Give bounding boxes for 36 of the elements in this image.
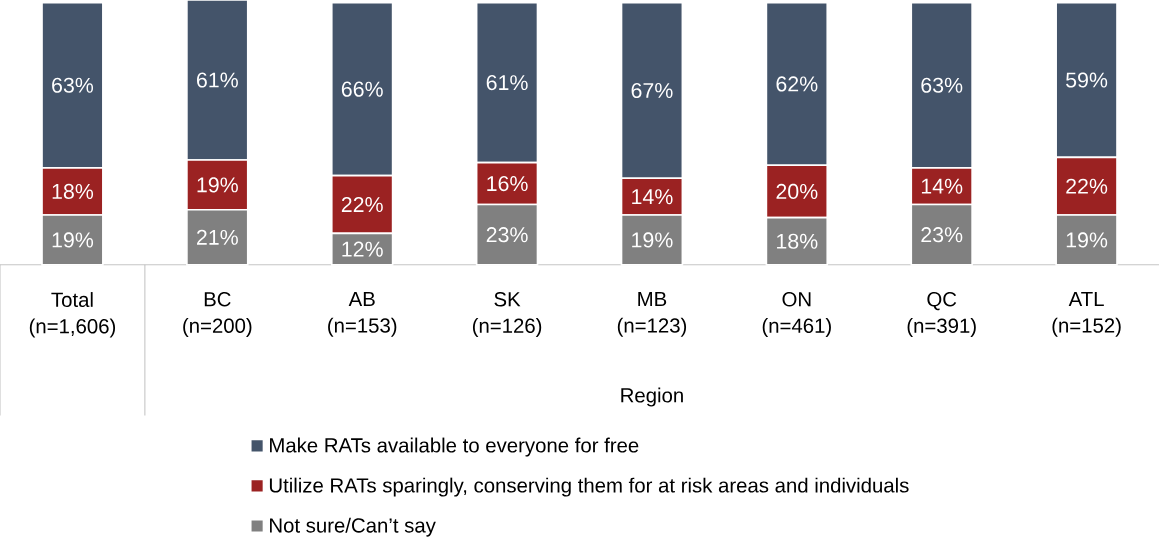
x-tick-label: ON (n=461) [762, 292, 831, 337]
x-tick-label: SK (n=126) [472, 292, 542, 337]
data-label: 19% [52, 232, 94, 248]
data-label: 61% [197, 72, 238, 88]
legend-label: Utilize RATs sparingly, conserving them for at risk areas and individuals [269, 477, 909, 497]
data-label: 19% [632, 232, 673, 248]
data-label: 66% [341, 81, 383, 97]
data-label: 18% [52, 183, 94, 199]
data-label: 12% [342, 241, 383, 257]
data-label: 23% [921, 227, 963, 243]
data-label: 20% [776, 183, 818, 199]
x-tick-label: BC (n=200) [183, 292, 252, 337]
data-label: 23% [486, 227, 528, 243]
x-tick-label: Total (n=1,606) [29, 292, 116, 338]
data-label: 22% [1066, 178, 1108, 194]
x-tick-label: AB (n=153) [328, 292, 397, 337]
data-label: 62% [776, 76, 818, 92]
data-label: 14% [632, 189, 673, 205]
text: Region [621, 387, 683, 407]
legend-label: Not sure/Can’t say [270, 517, 436, 537]
data-label: 16% [487, 175, 528, 192]
x-tick-label: QC (n=391) [907, 292, 976, 337]
data-label: 21% [197, 229, 238, 245]
data-label: 18% [777, 233, 818, 249]
data-label: 14% [921, 178, 963, 194]
data-label: 19% [197, 177, 238, 193]
data-label: 63% [52, 77, 94, 93]
data-label: 59% [1066, 72, 1108, 88]
x-tick-label: ATL (n=152) [1052, 292, 1121, 337]
data-label: 19% [1066, 232, 1108, 248]
data-label: 61% [486, 75, 528, 91]
legend-label: Make RATs available to everyone for free [270, 437, 639, 457]
data-label: 67% [631, 82, 673, 99]
data-label: 63% [921, 77, 963, 93]
data-label: 22% [341, 196, 383, 213]
x-tick-label: MB (n=123) [617, 292, 687, 337]
